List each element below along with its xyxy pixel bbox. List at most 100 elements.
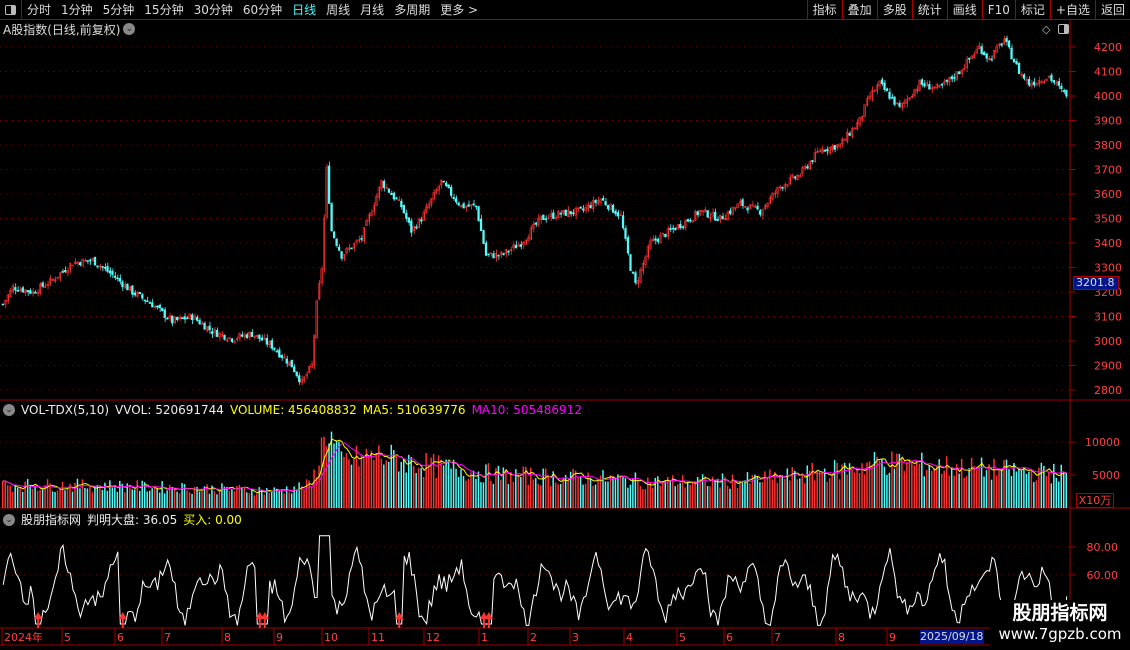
candle [186,317,189,320]
candle [357,239,361,241]
chevron-down-icon[interactable]: ⌄ [3,513,15,526]
volume-bar [831,474,833,508]
volume-bar [124,492,126,508]
volume-bar [402,458,405,508]
volume-bar [906,462,908,508]
candle [288,361,291,366]
toolbar-button-4[interactable]: 画线 [946,0,982,20]
volume-bar [594,484,597,508]
candle [412,226,415,232]
candle [56,276,59,279]
volume-bar [480,482,482,508]
toolbar-button-1[interactable]: 叠加 [841,0,877,20]
candle [666,228,669,237]
toolbar-button-6[interactable]: 标记 [1014,0,1050,20]
volume-bar [818,472,821,508]
candle [699,210,702,215]
panel-toggle-icon[interactable] [1058,24,1069,34]
candle [746,207,749,211]
candle [390,193,393,196]
volume-bar [965,476,968,508]
volume-bar [888,472,891,508]
toolbar-button-3[interactable]: 统计 [911,0,947,20]
diamond-icon[interactable]: ◇ [1042,23,1051,36]
candle [579,206,582,209]
candle [970,55,973,59]
volume-bar [173,488,176,508]
volume-bar [398,471,400,508]
sidebar-toggle-icon[interactable] [0,0,22,20]
candle [131,285,134,295]
tab-period-6[interactable]: 日线 [292,3,317,17]
volume-unit: X10万 [1076,493,1114,508]
volume-bar [228,490,231,508]
volume-bar [373,460,375,508]
candle [694,210,697,221]
candle [233,340,236,343]
candle [572,212,575,215]
candle [611,204,615,213]
candle [415,226,418,229]
tab-period-4[interactable]: 30分钟 [193,3,233,17]
candle [978,45,981,49]
volume-bar [911,460,913,508]
volume-bar [1040,462,1043,508]
volume-bar [330,431,333,508]
volume-bar [522,466,525,508]
tab-period-9[interactable]: 多周期 [394,3,431,17]
volume-bar [156,488,158,508]
candle [838,143,841,147]
volume-bar [861,463,863,508]
volume-bar [564,474,567,508]
toolbar-button-7[interactable]: +自选 [1049,0,1095,20]
chevron-down-icon[interactable]: ⌄ [3,404,15,416]
candle [781,186,784,189]
volume-bar [295,490,298,508]
candle [1017,62,1021,74]
candle [228,337,231,339]
volume-bar [410,457,412,508]
candle [370,212,373,217]
tab-period-7[interactable]: 周线 [326,3,351,17]
tab-period-5[interactable]: 60分钟 [242,3,283,17]
date-label: 10 [324,631,338,644]
candle [146,300,149,303]
tab-period-2[interactable]: 5分钟 [102,3,135,17]
volume-bar [676,484,679,508]
tab-period-1[interactable]: 1分钟 [61,3,93,17]
volume-bar [898,453,901,508]
toolbar-button-0[interactable]: 指标 [806,0,842,20]
y-tick-label: 3800 [1094,139,1122,152]
tab-period-8[interactable]: 月线 [360,3,385,17]
toolbar-button-5[interactable]: F10 [981,0,1015,20]
date-label: 8 [838,631,845,644]
candle [340,251,343,259]
candle [888,91,891,99]
candle [798,175,801,177]
volume-bar [1003,460,1005,508]
volume-bar [734,480,736,508]
candle [111,270,114,275]
volume-bar [574,470,577,508]
candle [447,184,450,188]
volume-bar [916,460,918,508]
volume-bar [383,464,385,508]
toolbar-button-8[interactable]: 返回 [1094,0,1130,20]
toolbar-button-2[interactable]: 多股 [876,0,912,20]
tab-period-3[interactable]: 15分钟 [144,3,184,17]
tab-period-0[interactable]: 分时 [27,3,52,17]
volume-bar [502,467,505,508]
candle [631,271,635,274]
candle [534,222,537,225]
volume-bar [1060,464,1063,508]
volume-bar [26,478,29,508]
candle [955,71,958,80]
volume-bar [813,480,816,508]
candle [19,289,22,292]
candle [450,186,453,196]
volume-bar [791,467,794,508]
volume-bar [808,470,811,508]
chevron-down-icon[interactable]: ⌄ [123,23,136,35]
tab-period-10[interactable]: 更多 > [440,3,479,17]
